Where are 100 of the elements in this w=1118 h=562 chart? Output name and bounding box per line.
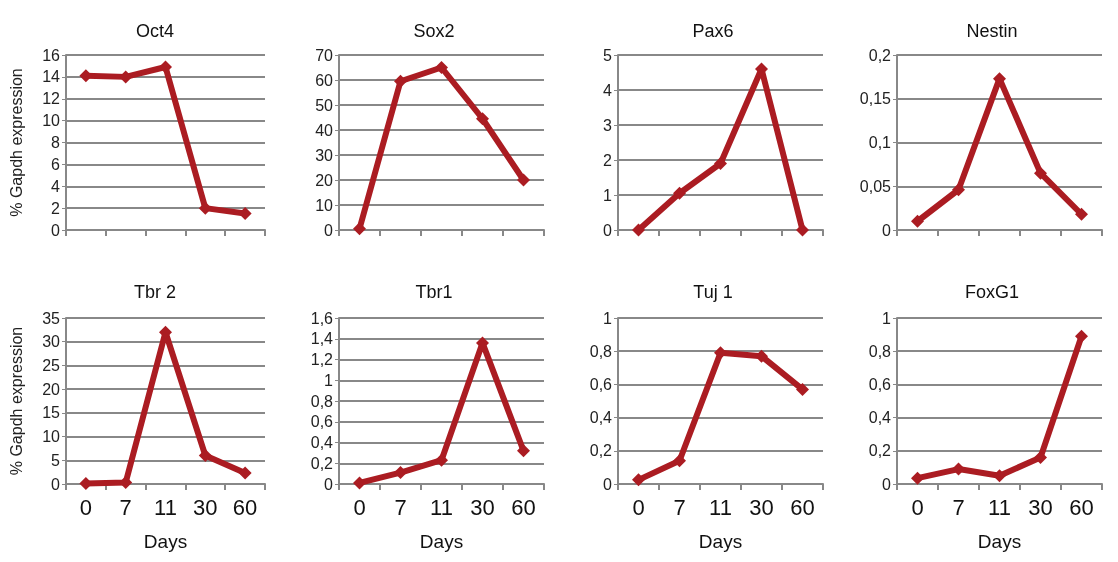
y-axis-title: % Gapdh expression xyxy=(7,68,25,217)
y-tick-label: 0,4 xyxy=(868,409,892,427)
y-tick-label: 3 xyxy=(603,116,613,134)
y-tick-label: 1,6 xyxy=(310,309,334,327)
point xyxy=(238,207,252,221)
x-tick-label: 30 xyxy=(749,494,774,520)
y-tick-label: 8 xyxy=(51,134,61,151)
x-tick-label: 60 xyxy=(790,494,815,520)
point xyxy=(353,476,366,490)
point xyxy=(714,157,727,170)
y-tick-label: 20 xyxy=(315,171,334,189)
point xyxy=(1034,450,1047,464)
point xyxy=(673,454,686,468)
y-tick-label: 0 xyxy=(51,475,61,493)
y-tick-label: 10 xyxy=(315,196,334,214)
chart-title: FoxG1 xyxy=(964,282,1020,302)
point xyxy=(476,112,489,126)
chart-title: Tuj 1 xyxy=(693,282,733,302)
point xyxy=(119,70,133,84)
y-tick-label: 1 xyxy=(603,309,613,327)
y-tick-label: 0,8 xyxy=(589,342,613,360)
y-tick-label: 6 xyxy=(51,155,61,173)
chart-title: Tbr1 xyxy=(415,282,453,302)
x-axis-title: Days xyxy=(698,531,743,552)
x-axis-title: Days xyxy=(977,531,1022,552)
x-axis-title: Days xyxy=(419,531,464,552)
y-tick-label: 1 xyxy=(324,371,334,389)
point xyxy=(238,466,252,480)
y-tick-label: 40 xyxy=(315,121,334,139)
y-tick-label: 60 xyxy=(315,71,334,89)
x-tick-label: 60 xyxy=(511,494,536,520)
y-tick-label: 0,2 xyxy=(868,442,892,460)
point xyxy=(796,382,809,396)
x-tick-label: 11 xyxy=(988,494,1011,520)
point xyxy=(517,173,530,187)
y-tick-label: 0 xyxy=(324,475,334,493)
x-tick-label: 11 xyxy=(430,494,453,520)
point xyxy=(394,466,407,480)
point xyxy=(435,453,448,467)
x-axis-title: Days xyxy=(143,531,188,552)
y-tick-label: 50 xyxy=(315,96,334,114)
x-tick-label: 0 xyxy=(353,494,366,520)
y-tick-label: 25 xyxy=(42,356,61,374)
x-tick-label: 7 xyxy=(952,494,965,520)
y-tick-label: 12 xyxy=(42,90,61,108)
y-tick-label: 15 xyxy=(42,404,61,422)
y-tick-label: 0,15 xyxy=(859,90,892,108)
point xyxy=(1075,207,1088,221)
chart-title: Pax6 xyxy=(692,21,734,41)
y-tick-label: 1 xyxy=(603,186,613,204)
x-tick-label: 30 xyxy=(193,494,218,520)
point xyxy=(714,346,727,360)
point xyxy=(911,471,924,485)
point xyxy=(119,476,133,490)
point xyxy=(198,201,212,215)
y-axis-title: % Gapdh expression xyxy=(7,326,25,476)
x-tick-label: 0 xyxy=(911,494,924,520)
y-tick-label: 1,4 xyxy=(310,330,334,348)
y-tick-label: 0,6 xyxy=(868,375,892,393)
x-tick-label: 30 xyxy=(1028,494,1053,520)
y-tick-label: 5 xyxy=(51,451,61,469)
y-tick-label: 0,2 xyxy=(310,454,334,472)
point xyxy=(632,223,645,237)
point xyxy=(198,449,212,463)
x-tick-label: 11 xyxy=(709,494,732,520)
chart-title: Nestin xyxy=(966,21,1018,41)
y-tick-label: 20 xyxy=(42,380,61,398)
y-tick-label: 0,6 xyxy=(589,375,613,393)
point xyxy=(993,469,1006,483)
y-tick-label: 30 xyxy=(42,333,61,351)
point xyxy=(952,462,965,476)
point xyxy=(159,60,172,74)
point xyxy=(755,349,768,363)
point xyxy=(1034,166,1047,180)
y-tick-label: 4 xyxy=(603,81,613,99)
x-tick-label: 7 xyxy=(119,494,132,520)
y-tick-label: 0,6 xyxy=(310,413,334,431)
point xyxy=(353,222,366,236)
point xyxy=(1075,329,1088,343)
point xyxy=(911,214,924,228)
x-tick-label: 7 xyxy=(394,494,407,520)
y-tick-label: 0 xyxy=(603,221,613,239)
y-tick-label: 10 xyxy=(42,428,61,446)
chart-title: Oct4 xyxy=(135,21,175,41)
y-tick-label: 0,05 xyxy=(859,177,892,195)
y-tick-label: 0 xyxy=(324,221,334,239)
x-tick-label: 0 xyxy=(79,494,93,520)
y-tick-label: 0 xyxy=(51,221,61,239)
point xyxy=(952,183,965,197)
y-tick-label: 30 xyxy=(315,146,334,164)
y-tick-label: 16 xyxy=(42,46,61,64)
y-tick-label: 0 xyxy=(603,475,613,493)
x-tick-label: 30 xyxy=(470,494,495,520)
chart-title: Tbr 2 xyxy=(133,282,177,302)
y-tick-label: 0,8 xyxy=(310,392,334,410)
y-tick-label: 0,8 xyxy=(868,342,892,360)
y-tick-label: 0,1 xyxy=(868,134,892,151)
x-tick-label: 0 xyxy=(632,494,645,520)
y-tick-label: 70 xyxy=(315,46,334,64)
y-tick-label: 0,2 xyxy=(868,46,892,64)
